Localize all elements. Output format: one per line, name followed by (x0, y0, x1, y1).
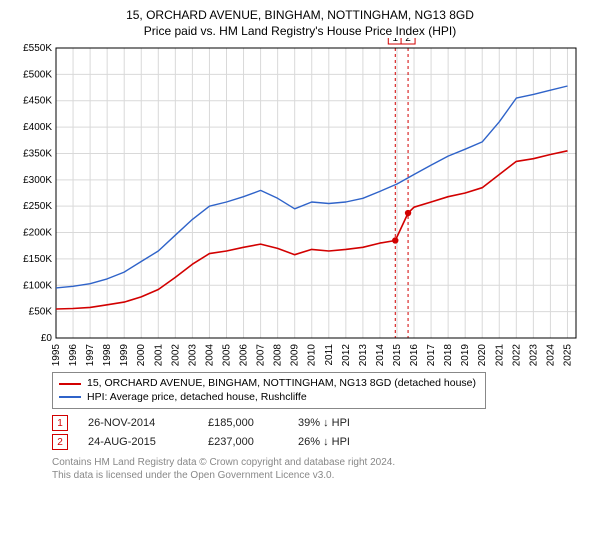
sale-date-1: 26-NOV-2014 (88, 417, 188, 429)
svg-text:£350K: £350K (23, 148, 52, 159)
sale-row-2: 2 24-AUG-2015 £237,000 26% ↓ HPI (52, 434, 584, 450)
sale-row-1: 1 26-NOV-2014 £185,000 39% ↓ HPI (52, 415, 584, 431)
svg-text:2016: 2016 (409, 344, 420, 367)
legend-row-1: 15, ORCHARD AVENUE, BINGHAM, NOTTINGHAM,… (59, 377, 479, 391)
sale-badge-1: 1 (52, 415, 68, 431)
footer-line-2: This data is licensed under the Open Gov… (52, 469, 584, 482)
svg-text:£550K: £550K (23, 43, 52, 54)
svg-text:2024: 2024 (545, 344, 556, 367)
sale-pct-1: 39% ↓ HPI (298, 417, 408, 429)
sale-table: 1 26-NOV-2014 £185,000 39% ↓ HPI 2 24-AU… (52, 415, 584, 450)
svg-text:2000: 2000 (136, 344, 147, 367)
svg-text:£300K: £300K (23, 175, 52, 186)
svg-text:£200K: £200K (23, 228, 52, 239)
svg-text:2008: 2008 (273, 344, 284, 367)
svg-text:2009: 2009 (290, 344, 301, 367)
svg-text:2021: 2021 (494, 344, 505, 367)
chart-card: 15, ORCHARD AVENUE, BINGHAM, NOTTINGHAM,… (0, 0, 600, 560)
footer-line-1: Contains HM Land Registry data © Crown c… (52, 456, 584, 469)
svg-text:2012: 2012 (341, 344, 352, 367)
svg-text:1996: 1996 (68, 344, 79, 367)
svg-text:2006: 2006 (239, 344, 250, 367)
svg-text:2023: 2023 (528, 344, 539, 367)
titles-block: 15, ORCHARD AVENUE, BINGHAM, NOTTINGHAM,… (10, 8, 590, 38)
legend-label-2: HPI: Average price, detached house, Rush… (87, 391, 307, 405)
svg-text:2014: 2014 (375, 344, 386, 367)
svg-text:2018: 2018 (443, 344, 454, 367)
svg-text:1: 1 (392, 38, 398, 44)
sale-price-1: £185,000 (208, 417, 278, 429)
svg-text:2005: 2005 (221, 344, 232, 367)
footer-block: Contains HM Land Registry data © Crown c… (52, 456, 584, 482)
svg-text:2017: 2017 (426, 344, 437, 367)
svg-text:2015: 2015 (392, 344, 403, 367)
svg-text:2007: 2007 (256, 344, 267, 367)
svg-text:£400K: £400K (23, 122, 52, 133)
svg-text:£100K: £100K (23, 280, 52, 291)
svg-text:1995: 1995 (51, 344, 62, 367)
sale-pct-2: 26% ↓ HPI (298, 436, 408, 448)
svg-text:2: 2 (405, 38, 411, 44)
price-chart: £0 £50K £100K £150K £200K £250K £300K £350K £400… (10, 38, 590, 368)
svg-text:2013: 2013 (358, 344, 369, 367)
svg-text:1998: 1998 (102, 344, 113, 367)
svg-text:£500K: £500K (23, 69, 52, 80)
svg-text:2003: 2003 (187, 344, 198, 367)
title-line-2: Price paid vs. HM Land Registry's House … (10, 24, 590, 38)
svg-text:2004: 2004 (204, 344, 215, 367)
sale-price-2: £237,000 (208, 436, 278, 448)
legend-box: 15, ORCHARD AVENUE, BINGHAM, NOTTINGHAM,… (52, 372, 486, 409)
legend-row-2: HPI: Average price, detached house, Rush… (59, 391, 479, 405)
svg-text:£250K: £250K (23, 201, 52, 212)
svg-text:£0: £0 (41, 333, 53, 344)
svg-text:2020: 2020 (477, 344, 488, 367)
legend-label-1: 15, ORCHARD AVENUE, BINGHAM, NOTTINGHAM,… (87, 377, 476, 391)
svg-text:1997: 1997 (85, 344, 96, 367)
svg-text:2011: 2011 (324, 344, 335, 366)
sale-badge-2: 2 (52, 434, 68, 450)
svg-text:2022: 2022 (511, 344, 522, 367)
svg-text:£150K: £150K (23, 254, 52, 265)
svg-text:2019: 2019 (460, 344, 471, 367)
svg-text:2010: 2010 (307, 344, 318, 367)
legend-swatch-1 (59, 383, 81, 385)
sale-date-2: 24-AUG-2015 (88, 436, 188, 448)
svg-text:1999: 1999 (119, 344, 130, 367)
svg-text:2025: 2025 (562, 344, 573, 367)
title-line-1: 15, ORCHARD AVENUE, BINGHAM, NOTTINGHAM,… (10, 8, 590, 22)
svg-text:2002: 2002 (170, 344, 181, 367)
svg-text:£50K: £50K (29, 307, 53, 318)
legend-swatch-2 (59, 396, 81, 398)
svg-text:2001: 2001 (153, 344, 164, 367)
svg-text:£450K: £450K (23, 96, 52, 107)
